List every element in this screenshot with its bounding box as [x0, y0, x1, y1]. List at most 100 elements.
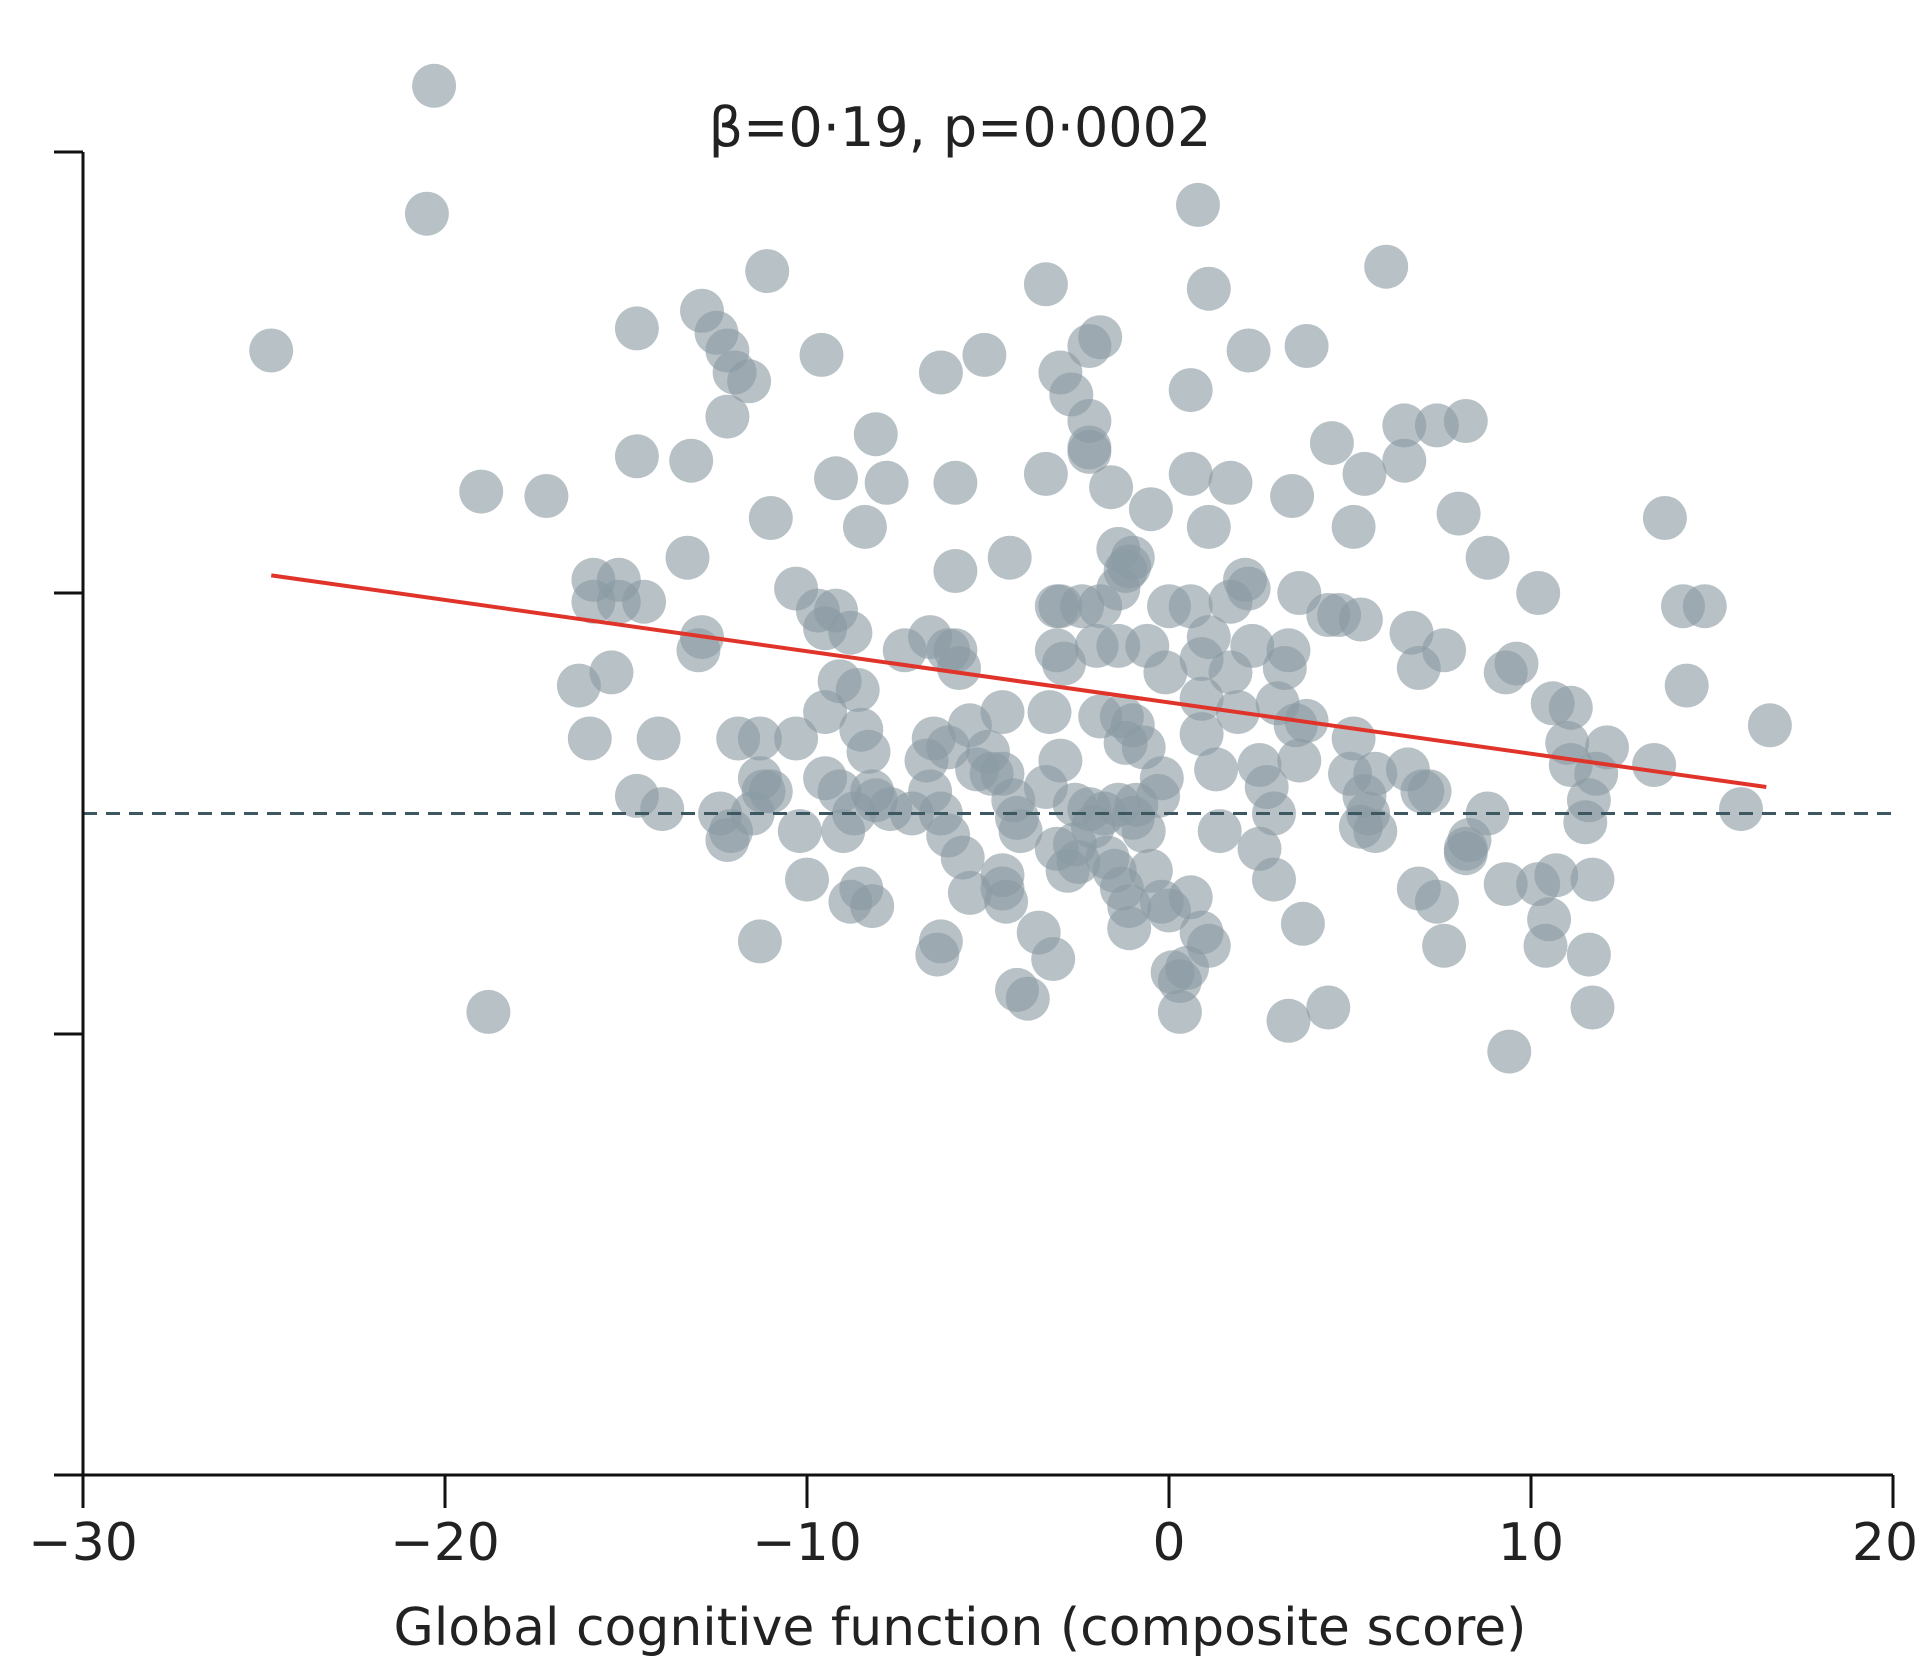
data-point: [1523, 923, 1568, 968]
data-point: [589, 650, 634, 695]
chart-title: β=0·19, p=0·0002: [708, 96, 1212, 159]
data-point: [1585, 725, 1629, 770]
data-point: [1545, 720, 1590, 765]
data-point: [1266, 998, 1311, 1043]
data-point: [987, 535, 1032, 580]
data-point: [1338, 597, 1383, 642]
data-point: [835, 668, 880, 712]
data-point: [1023, 451, 1068, 496]
x-tick-labels: −30 −20 −10 0 10 20: [28, 1513, 1918, 1573]
data-point: [821, 809, 866, 854]
data-point: [1487, 1029, 1532, 1074]
data-point: [622, 579, 667, 624]
data-point: [1176, 182, 1220, 227]
data-point: [567, 716, 612, 761]
data-point: [1038, 584, 1083, 629]
data-point: [1005, 976, 1050, 1021]
data-point: [1107, 906, 1152, 951]
data-point: [614, 434, 659, 479]
data-point: [1483, 862, 1528, 907]
data-point: [748, 496, 793, 540]
data-point: [1143, 650, 1188, 695]
data-point: [814, 456, 858, 501]
data-point: [1208, 579, 1253, 624]
data-point: [524, 474, 569, 518]
data-point: [962, 332, 1007, 377]
data-point: [665, 535, 710, 580]
data-point: [1534, 853, 1579, 898]
data-point: [1252, 857, 1296, 902]
data-point: [785, 857, 829, 902]
data-point: [1465, 535, 1510, 580]
data-point: [1548, 685, 1593, 730]
data-point: [1280, 901, 1325, 946]
data-point: [1078, 315, 1123, 360]
data-point: [828, 610, 873, 655]
data-point: [1262, 646, 1307, 690]
data-point: [1342, 451, 1387, 496]
x-tick-label: −10: [752, 1513, 862, 1573]
data-point: [1121, 809, 1166, 854]
x-axis-label: Global cognitive function (composite sco…: [393, 1598, 1527, 1658]
data-point: [1422, 628, 1467, 673]
data-point: [1284, 324, 1329, 368]
data-point: [1664, 663, 1709, 708]
data-point: [1364, 244, 1409, 289]
data-point: [1389, 610, 1434, 655]
data-point: [918, 350, 963, 395]
data-point: [1682, 584, 1727, 629]
data-point: [777, 809, 822, 854]
data-point: [1139, 756, 1184, 801]
data-point: [404, 191, 449, 236]
data-point: [1157, 989, 1202, 1034]
data-point: [1642, 496, 1687, 540]
data-point: [1023, 262, 1068, 307]
data-point: [799, 332, 844, 377]
data-point: [1566, 932, 1611, 977]
regression-line: [270, 573, 1767, 790]
data-point: [998, 809, 1043, 854]
x-tick-label: −30: [28, 1513, 138, 1573]
data-point: [1186, 266, 1231, 311]
data-point: [846, 729, 891, 774]
x-tick-label: 0: [1152, 1513, 1185, 1573]
points-layer: [249, 63, 1792, 1074]
data-point: [933, 549, 978, 593]
data-point: [842, 504, 887, 549]
data-point: [1353, 809, 1398, 854]
data-point: [1306, 985, 1351, 1030]
data-point: [669, 438, 714, 483]
data-point: [853, 412, 898, 457]
data-point: [1331, 504, 1376, 549]
data-point: [249, 328, 294, 373]
data-point: [1150, 950, 1195, 995]
data-point: [1230, 623, 1275, 668]
data-point: [1494, 641, 1539, 686]
x-tick-label: 20: [1852, 1513, 1918, 1573]
data-point: [1194, 747, 1239, 792]
data-point: [1186, 504, 1231, 549]
data-point: [614, 306, 659, 351]
data-point: [1414, 879, 1459, 924]
data-point: [933, 628, 978, 673]
data-point: [1042, 641, 1086, 686]
data-point: [984, 879, 1029, 924]
axes: [54, 150, 1895, 1508]
data-point: [1632, 743, 1677, 787]
data-point: [940, 835, 985, 880]
data-point: [466, 989, 511, 1034]
data-point: [1179, 712, 1224, 757]
data-point: [737, 716, 782, 761]
data-point: [705, 394, 750, 439]
data-point: [1168, 875, 1213, 920]
data-point: [1027, 690, 1072, 735]
data-point: [1067, 429, 1112, 474]
data-point: [1038, 738, 1083, 783]
data-point: [850, 884, 895, 929]
data-point: [1422, 923, 1467, 968]
data-point: [1309, 421, 1354, 466]
data-point: [1277, 738, 1322, 783]
data-point: [1031, 937, 1076, 981]
data-point: [1570, 985, 1615, 1030]
